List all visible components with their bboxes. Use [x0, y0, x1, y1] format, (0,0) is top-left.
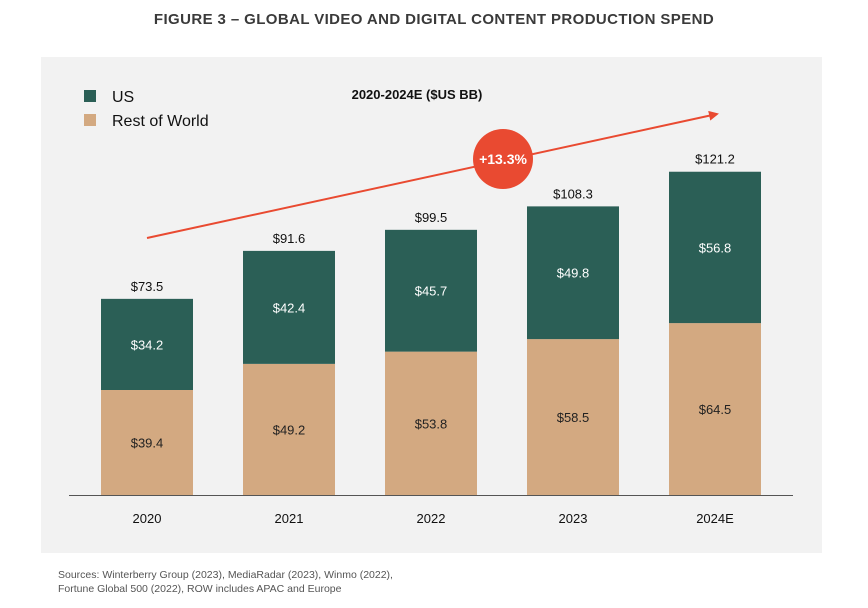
bar-row-2021 [243, 363, 335, 495]
x-tick-2023: 2023 [559, 511, 588, 526]
bar-label-row-2020: $39.4 [131, 435, 164, 450]
bar-label-row-2024e: $64.5 [699, 402, 732, 417]
bar-label-us-2024e: $56.8 [699, 240, 732, 255]
total-label-2024e: $121.2 [695, 152, 735, 167]
growth-arrow [146, 110, 719, 239]
growth-badge-label: +13.3% [479, 151, 527, 167]
bar-label-us-2021: $42.4 [273, 300, 306, 315]
bar-us-2022 [385, 229, 477, 352]
legend-swatch-row [84, 114, 96, 126]
bar-chart: 2020-2024E ($US BB) US Rest of World $39… [69, 87, 793, 526]
bars-group: $39.4 $34.2 $73.5 $49.2 $42.4 $91.6 $53.8 $45.7… [101, 152, 761, 495]
bar-us-2021 [243, 250, 335, 364]
bar-us-2023 [527, 206, 619, 340]
x-tick-2021: 2021 [275, 511, 304, 526]
total-label-2020: $73.5 [131, 279, 164, 294]
source-line-2: Fortune Global 500 (2022), ROW includes … [58, 583, 342, 595]
total-label-2022: $99.5 [415, 210, 448, 225]
bar-us-2020 [101, 298, 193, 390]
x-tick-labels: 2020 2021 2022 2023 2024E [133, 511, 735, 526]
bar-row-2024e [669, 323, 761, 495]
figure-title: FIGURE 3 – GLOBAL VIDEO AND DIGITAL CONT… [153, 11, 715, 28]
bar-label-row-2021: $49.2 [273, 422, 306, 437]
legend-label-row: Rest of World [112, 113, 209, 130]
x-tick-2020: 2020 [133, 511, 162, 526]
total-label-2023: $108.3 [553, 186, 593, 201]
x-tick-2022: 2022 [417, 511, 446, 526]
source-line-1: Sources: Winterberry Group (2023), Media… [58, 569, 393, 581]
bar-label-row-2023: $58.5 [557, 410, 590, 425]
bar-label-row-2022: $53.8 [415, 416, 448, 431]
chart-subtitle: 2020-2024E ($US BB) [352, 87, 483, 102]
bar-label-us-2023: $49.8 [557, 266, 590, 281]
legend-label-us: US [112, 89, 134, 106]
legend-swatch-us [84, 90, 96, 102]
bar-row-2023 [527, 339, 619, 495]
bar-label-us-2022: $45.7 [415, 284, 448, 299]
bar-row-2022 [385, 351, 477, 495]
legend: US Rest of World [84, 89, 209, 130]
bar-row-2020 [101, 389, 193, 495]
chart-panel: 2020-2024E ($US BB) US Rest of World $39… [41, 57, 822, 553]
source-note: Sources: Winterberry Group (2023), Media… [58, 568, 393, 596]
total-label-2021: $91.6 [273, 231, 306, 246]
bar-us-2024e [669, 171, 761, 324]
growth-badge [473, 129, 533, 189]
x-tick-2024e: 2024E [696, 511, 734, 526]
bar-label-us-2020: $34.2 [131, 337, 164, 352]
